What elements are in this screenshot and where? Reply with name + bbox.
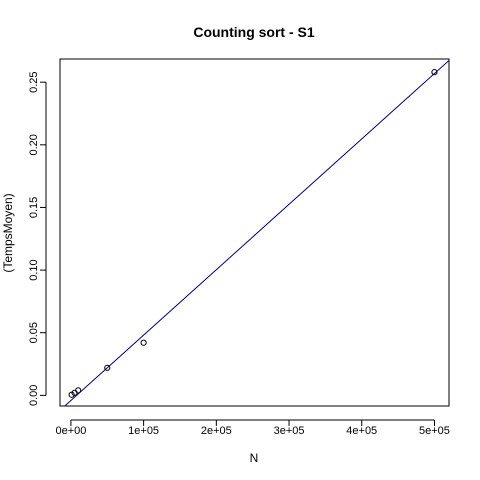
regression-line bbox=[64, 60, 449, 406]
data-point bbox=[104, 364, 111, 371]
x-tick-label: 3e+05 bbox=[274, 425, 305, 437]
y-tick-label: 0.15 bbox=[28, 197, 40, 218]
data-point bbox=[431, 69, 438, 76]
x-tick-label: 0e+00 bbox=[55, 425, 86, 437]
plot-frame bbox=[59, 58, 450, 407]
axes: 0e+00 1e+05 2e+05 3e+05 4e+05 5e+05 0.00 0.05 0.… bbox=[28, 58, 450, 437]
x-axis-label: N bbox=[250, 451, 259, 465]
y-axis-label: (TempsMoyen) bbox=[1, 193, 15, 272]
x-tick-label: 5e+05 bbox=[419, 425, 450, 437]
y-tick-label: 0.00 bbox=[28, 385, 40, 406]
y-tick-label: 0.10 bbox=[28, 259, 40, 280]
data-point bbox=[75, 387, 82, 394]
data-point bbox=[140, 339, 147, 346]
x-tick-label: 1e+05 bbox=[128, 425, 159, 437]
y-tick-label: 0.05 bbox=[28, 322, 40, 343]
y-tick-label: 0.25 bbox=[28, 71, 40, 92]
plot-area bbox=[64, 60, 449, 406]
chart-title: Counting sort - S1 bbox=[193, 24, 315, 40]
y-tick-label: 0.20 bbox=[28, 134, 40, 155]
x-tick-label: 4e+05 bbox=[346, 425, 377, 437]
x-tick-label: 2e+05 bbox=[201, 425, 232, 437]
